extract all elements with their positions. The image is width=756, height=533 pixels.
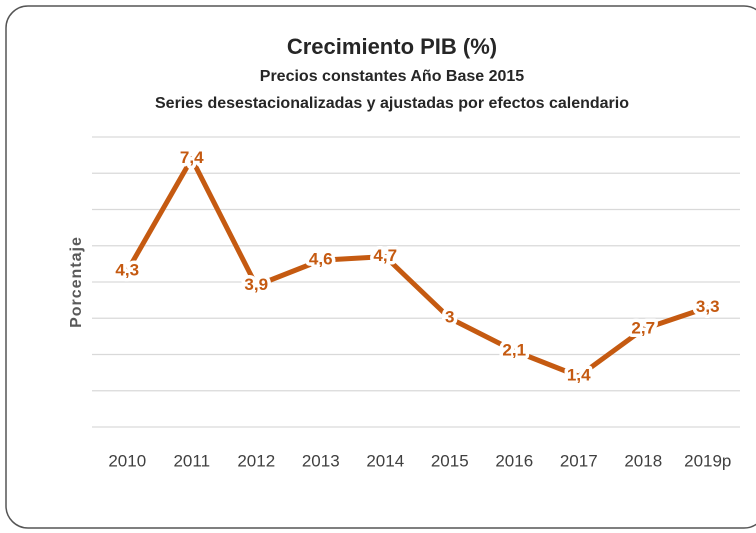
data-label: 2,7 <box>631 319 655 338</box>
x-tick-label: 2018 <box>624 451 662 470</box>
y-axis-label: Porcentaje <box>68 236 85 328</box>
data-line <box>124 156 711 379</box>
x-tick-label: 2017 <box>560 451 598 470</box>
data-label: 1,4 <box>567 366 591 385</box>
data-label: 7,4 <box>180 148 204 167</box>
x-tick-label: 2013 <box>302 451 340 470</box>
x-tick-label: 2019p <box>684 451 731 470</box>
x-tick-label: 2015 <box>431 451 469 470</box>
chart-subtitle: Precios constantes Año Base 2015 <box>260 68 525 85</box>
data-label: 3 <box>445 308 454 327</box>
data-label: 4,6 <box>309 250 333 269</box>
x-tick-label: 2016 <box>495 451 533 470</box>
data-label: 3,9 <box>244 275 268 294</box>
x-tick-label: 2012 <box>237 451 275 470</box>
x-tick-label: 2011 <box>173 451 210 470</box>
data-label: 4,3 <box>115 261 139 280</box>
chart-subtitle-2: Series desestacionalizadas y ajustadas p… <box>155 95 629 112</box>
x-tick-label: 2010 <box>108 451 146 470</box>
data-label: 4,7 <box>373 246 397 265</box>
x-tick-label: 2014 <box>366 451 404 470</box>
data-label: 2,1 <box>502 340 526 359</box>
chart-title: Crecimiento PIB (%) <box>287 34 497 59</box>
data-label: 3,3 <box>696 297 720 316</box>
